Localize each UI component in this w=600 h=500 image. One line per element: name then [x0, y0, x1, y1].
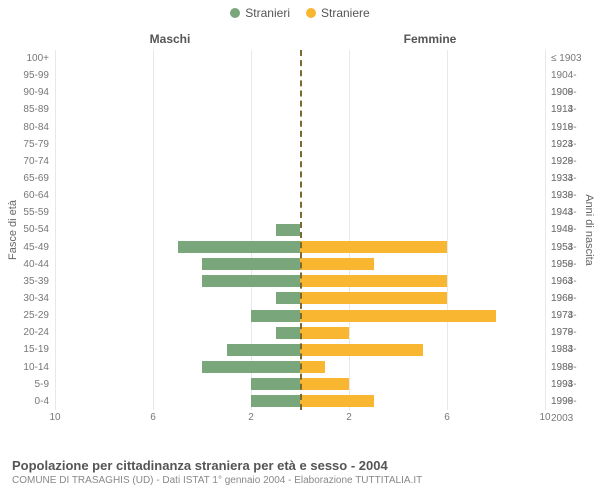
age-label: 60-64 [0, 187, 52, 204]
bar-male [202, 275, 300, 287]
age-label: 50-54 [0, 221, 52, 238]
legend-label-female: Straniere [321, 6, 370, 20]
y-labels-birth: ≤ 19031904-19081909-19131914-19181919-19… [548, 50, 600, 410]
age-label: 45-49 [0, 239, 52, 256]
chart-footer: Popolazione per cittadinanza straniera p… [12, 458, 588, 486]
legend-item-male: Stranieri [230, 6, 290, 20]
birth-year-label: 1969-1973 [548, 290, 600, 307]
age-label: 55-59 [0, 204, 52, 221]
bar-female [300, 327, 349, 339]
bar-female [300, 378, 349, 390]
x-tick-label: 6 [444, 412, 450, 423]
x-tick-label: 10 [49, 412, 60, 423]
chart-area: 10622610 [55, 50, 545, 430]
section-label-female: Femmine [300, 32, 600, 46]
bar-female [300, 344, 423, 356]
bar-male [227, 344, 301, 356]
bar-male [276, 292, 301, 304]
bar-female [300, 292, 447, 304]
chart-title: Popolazione per cittadinanza straniera p… [12, 458, 588, 473]
bar-male [251, 378, 300, 390]
age-label: 95-99 [0, 67, 52, 84]
gridline [545, 50, 546, 410]
legend: Stranieri Straniere [0, 0, 600, 20]
birth-year-label: 1949-1953 [548, 221, 600, 238]
birth-year-label: 1954-1958 [548, 239, 600, 256]
bar-female [300, 258, 374, 270]
age-label: 85-89 [0, 101, 52, 118]
birth-year-label: ≤ 1903 [548, 50, 600, 67]
bar-male [202, 361, 300, 373]
plot [55, 50, 545, 410]
bar-female [300, 361, 325, 373]
legend-label-male: Stranieri [245, 6, 290, 20]
bar-female [300, 395, 374, 407]
age-label: 90-94 [0, 84, 52, 101]
age-label: 5-9 [0, 376, 52, 393]
birth-year-label: 1944-1948 [548, 204, 600, 221]
section-label-male: Maschi [0, 32, 300, 46]
bar-male [251, 310, 300, 322]
y-labels-age: 100+95-9990-9485-8980-8475-7970-7465-696… [0, 50, 52, 410]
birth-year-label: 1934-1938 [548, 170, 600, 187]
age-label: 75-79 [0, 136, 52, 153]
bar-male [276, 224, 301, 236]
birth-year-label: 1974-1978 [548, 307, 600, 324]
x-tick-label: 10 [539, 412, 550, 423]
bar-female [300, 310, 496, 322]
birth-year-label: 1994-1998 [548, 376, 600, 393]
bar-male [276, 327, 301, 339]
bar-female [300, 275, 447, 287]
birth-year-label: 1999-2003 [548, 393, 600, 410]
legend-swatch-female [306, 8, 316, 18]
age-label: 10-14 [0, 359, 52, 376]
bar-female [300, 241, 447, 253]
x-tick-label: 2 [248, 412, 254, 423]
x-tick-label: 2 [346, 412, 352, 423]
legend-swatch-male [230, 8, 240, 18]
birth-year-label: 1989-1993 [548, 359, 600, 376]
chart-container: Stranieri Straniere Maschi Femmine Fasce… [0, 0, 600, 500]
bar-male [178, 241, 301, 253]
bar-male [202, 258, 300, 270]
birth-year-label: 1939-1943 [548, 187, 600, 204]
x-axis-labels: 10622610 [55, 410, 545, 430]
age-label: 40-44 [0, 256, 52, 273]
legend-item-female: Straniere [306, 6, 370, 20]
birth-year-label: 1919-1923 [548, 119, 600, 136]
age-label: 65-69 [0, 170, 52, 187]
x-tick-label: 6 [150, 412, 156, 423]
birth-year-label: 1929-1933 [548, 153, 600, 170]
birth-year-label: 1914-1918 [548, 101, 600, 118]
birth-year-label: 1979-1983 [548, 324, 600, 341]
age-label: 25-29 [0, 307, 52, 324]
center-divider [300, 50, 302, 410]
age-label: 35-39 [0, 273, 52, 290]
age-label: 20-24 [0, 324, 52, 341]
birth-year-label: 1964-1968 [548, 273, 600, 290]
bar-male [251, 395, 300, 407]
age-label: 15-19 [0, 341, 52, 358]
chart-subtitle: COMUNE DI TRASAGHIS (UD) - Dati ISTAT 1°… [12, 475, 588, 486]
birth-year-label: 1959-1963 [548, 256, 600, 273]
age-label: 30-34 [0, 290, 52, 307]
age-label: 70-74 [0, 153, 52, 170]
birth-year-label: 1924-1928 [548, 136, 600, 153]
birth-year-label: 1904-1908 [548, 67, 600, 84]
birth-year-label: 1909-1913 [548, 84, 600, 101]
birth-year-label: 1984-1988 [548, 341, 600, 358]
age-label: 0-4 [0, 393, 52, 410]
section-labels: Maschi Femmine [0, 32, 600, 46]
age-label: 100+ [0, 50, 52, 67]
age-label: 80-84 [0, 119, 52, 136]
